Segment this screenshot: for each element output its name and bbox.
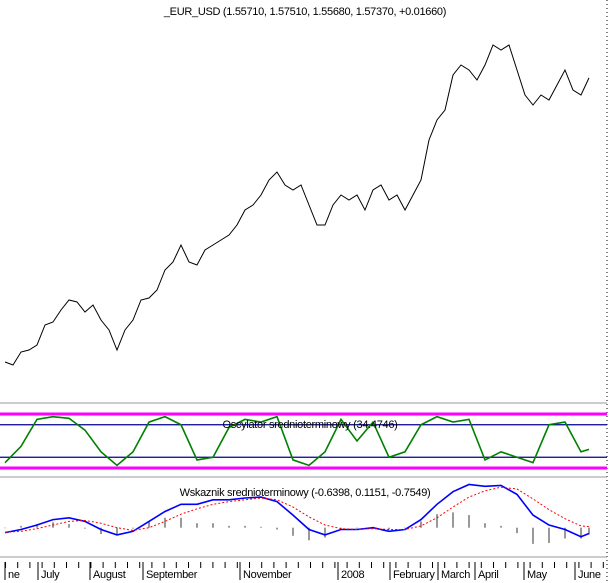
minor-ticks (0, 560, 607, 570)
x-tick-label: 2008 (341, 569, 364, 581)
histogram-bar (4, 527, 6, 529)
x-tick-label: April (478, 569, 499, 581)
histogram-bar (132, 527, 134, 529)
x-tick-label: ne (8, 569, 20, 581)
histogram-bar (260, 526, 262, 528)
histogram-bar (180, 517, 182, 528)
histogram-bar (588, 527, 590, 535)
histogram-bar (516, 527, 518, 534)
histogram-bar (100, 527, 102, 534)
histogram-bar (164, 517, 166, 528)
histogram-bar (564, 527, 566, 539)
histogram-bar (244, 525, 246, 528)
pane-title: Oscylator srednioterminowy (34.4746) (222, 419, 397, 431)
histogram-bar (116, 527, 118, 535)
histogram-bar (276, 527, 278, 530)
histogram-bar (148, 521, 150, 528)
x-tick-label: August (93, 569, 126, 581)
histogram-bar (308, 527, 310, 541)
x-tick-label: February (393, 569, 435, 581)
series-line (4, 415, 590, 467)
x-tick-label: March (441, 569, 470, 581)
histogram-bar (196, 523, 198, 528)
pane-title: Wskaznik srednioterminowy (-0.6398, 0.11… (180, 487, 431, 499)
histogram-bar (292, 527, 294, 536)
histogram-bar (36, 524, 38, 528)
histogram-bar (420, 521, 422, 528)
series-line (4, 486, 590, 533)
histogram-bar (404, 527, 406, 529)
x-tick-label: September (146, 569, 198, 581)
histogram-bar (468, 515, 470, 528)
histogram-bar (532, 527, 534, 544)
histogram-bar (548, 527, 550, 543)
histogram-bar (324, 527, 326, 538)
x-tick-label: June (578, 569, 601, 581)
series-line (4, 483, 590, 538)
histogram-bar (484, 523, 486, 528)
histogram-bar (20, 525, 22, 528)
histogram-bar (452, 512, 454, 528)
x-tick-label: November (243, 569, 292, 581)
histogram-bar (212, 523, 214, 528)
series-line (4, 44, 590, 366)
histogram-bar (580, 527, 582, 539)
histogram-bar (228, 525, 230, 528)
x-tick-label: July (41, 569, 60, 581)
histogram-bar (388, 527, 390, 530)
x-tick-label: May (527, 569, 548, 581)
histogram-bar (68, 524, 70, 528)
histogram-bar (436, 514, 438, 528)
histogram-bar (356, 527, 358, 529)
histogram-bar (500, 525, 502, 528)
histogram-bar (84, 527, 86, 529)
pane-title: _EUR_USD (1.55710, 1.57510, 1.55680, 1.5… (163, 6, 446, 18)
